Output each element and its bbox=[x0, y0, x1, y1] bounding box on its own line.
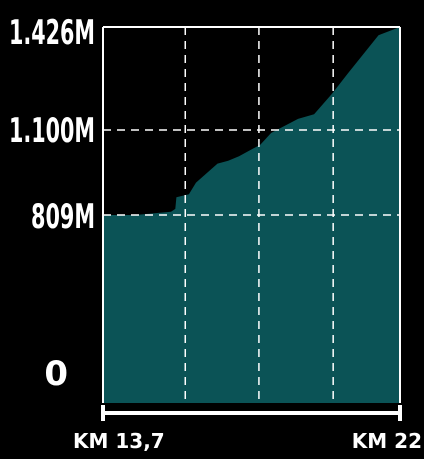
x-axis bbox=[101, 405, 402, 421]
x-end-label: KM 22 bbox=[352, 429, 422, 453]
elevation-area bbox=[103, 27, 400, 403]
grid-lines bbox=[102, 26, 401, 403]
y-tick-label: 1.426M bbox=[9, 13, 95, 53]
y-tick-label: 809M bbox=[31, 197, 95, 237]
x-start-label: KM 13,7 bbox=[73, 429, 165, 453]
y-tick-label: 0 bbox=[44, 354, 68, 394]
y-axis-ticks: 0 809M 1.100M 1.426M bbox=[9, 13, 95, 394]
y-tick-label: 1.100M bbox=[9, 111, 95, 151]
